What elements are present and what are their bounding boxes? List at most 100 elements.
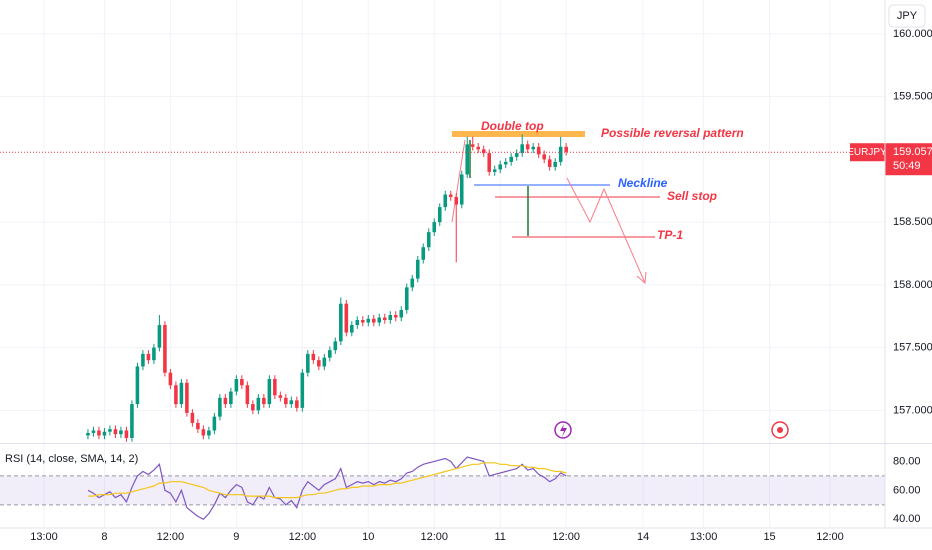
candle-body — [97, 430, 101, 436]
x-tick-label: 11 — [495, 531, 506, 543]
candle-body — [229, 391, 233, 405]
candle-body — [218, 397, 222, 417]
annotation: TP-1 — [657, 228, 683, 242]
y-tick-label: 158.500 — [893, 216, 932, 228]
candle-body — [251, 404, 255, 411]
candle-body — [234, 378, 239, 392]
x-tick-label: 13:00 — [30, 531, 58, 543]
currency-label: JPY — [897, 10, 918, 22]
candle-body — [558, 146, 563, 162]
y-tick-label: 60.00 — [893, 484, 921, 496]
annotation: Neckline — [618, 176, 668, 190]
candle-body — [113, 429, 118, 435]
rsi-band — [0, 475, 885, 505]
y-tick-label: 157.000 — [893, 404, 932, 416]
projection-path — [566, 177, 646, 284]
candle-body — [284, 397, 288, 405]
x-tick-label: 15 — [763, 531, 775, 543]
x-tick-label: 10 — [362, 531, 374, 543]
candle-body — [185, 382, 189, 413]
candle-body — [531, 146, 535, 150]
candle-body — [317, 360, 321, 367]
candle-body — [119, 430, 123, 435]
candle-body — [168, 372, 173, 386]
marks: 13:00 8 12:00 9 12:00 10 12:00 11 12:00 14 13:00 15… — [0, 28, 932, 543]
y-tick-label: 157.500 — [893, 342, 932, 354]
candle-body — [421, 247, 426, 260]
annotation: Possible reversal pattern — [601, 126, 744, 140]
y-tick-label: 158.000 — [893, 279, 932, 291]
candle-body — [102, 431, 107, 436]
candle-body — [328, 350, 332, 358]
y-tick-label: 80.00 — [893, 455, 921, 467]
candle-body — [130, 404, 134, 438]
candle-body — [86, 432, 90, 436]
candle-body — [404, 287, 409, 310]
candle-body — [146, 353, 151, 361]
candle-body — [503, 161, 508, 165]
candle-body — [514, 153, 519, 157]
candle-body — [525, 144, 530, 150]
x-tick-label: 12:00 — [420, 531, 448, 543]
candle-body — [564, 146, 568, 152]
candle-body — [366, 318, 371, 323]
x-tick-label: 12:00 — [552, 531, 580, 543]
rsi-line — [88, 462, 567, 499]
candle-body — [487, 153, 492, 172]
x-tick-label: 12:00 — [157, 531, 185, 543]
candle-body — [388, 314, 393, 321]
x-tick-label: 9 — [233, 531, 239, 543]
candle-body — [273, 378, 277, 396]
candle-body — [278, 395, 283, 398]
candle-body — [174, 385, 178, 405]
event-icon — [777, 427, 783, 433]
candle-body — [300, 372, 305, 408]
event-icon — [560, 424, 567, 437]
candle-body — [553, 161, 557, 167]
candle-body — [240, 378, 244, 386]
price-tag — [885, 143, 932, 176]
x-tick-label: 8 — [101, 531, 107, 543]
candle-body — [124, 430, 129, 438]
candle-body — [492, 169, 497, 172]
candle-body — [289, 400, 294, 405]
candle-body — [201, 429, 206, 436]
candle-body — [372, 318, 376, 323]
candle-body — [470, 144, 475, 147]
candle-body — [459, 174, 464, 205]
candle-body — [465, 144, 470, 175]
event-icon[interactable] — [554, 421, 572, 439]
candle-body — [454, 197, 459, 205]
candle-body — [350, 325, 354, 333]
price-label: 159.057 — [893, 146, 932, 158]
candle-body — [393, 314, 398, 318]
candle-body — [267, 378, 272, 405]
candle-body — [382, 317, 387, 321]
candle-body — [152, 347, 156, 361]
symbol-label: EURJPY — [847, 147, 887, 158]
annotation: Sell stop — [667, 189, 717, 203]
rsi-title: RSI (14, close, SMA, 14, 2) — [5, 453, 138, 465]
candle-body — [190, 412, 195, 423]
candle-body — [476, 146, 481, 150]
candle-body — [443, 194, 448, 208]
candle-body — [245, 385, 250, 405]
y-tick-label: 40.00 — [893, 513, 921, 525]
candle-body — [163, 325, 167, 373]
candle-body — [361, 320, 365, 323]
candle-body — [399, 309, 404, 318]
rsi-line — [87, 456, 567, 521]
event-icon[interactable] — [771, 421, 789, 439]
candle-body — [295, 400, 299, 408]
candle-body — [108, 429, 112, 432]
candle-body — [212, 416, 217, 431]
candle-body — [355, 320, 360, 326]
countdown-label: 50:49 — [893, 160, 921, 172]
candle-body — [377, 317, 382, 323]
candle-body — [536, 146, 541, 155]
candle-body — [262, 397, 266, 405]
currency-button[interactable] — [888, 4, 926, 28]
